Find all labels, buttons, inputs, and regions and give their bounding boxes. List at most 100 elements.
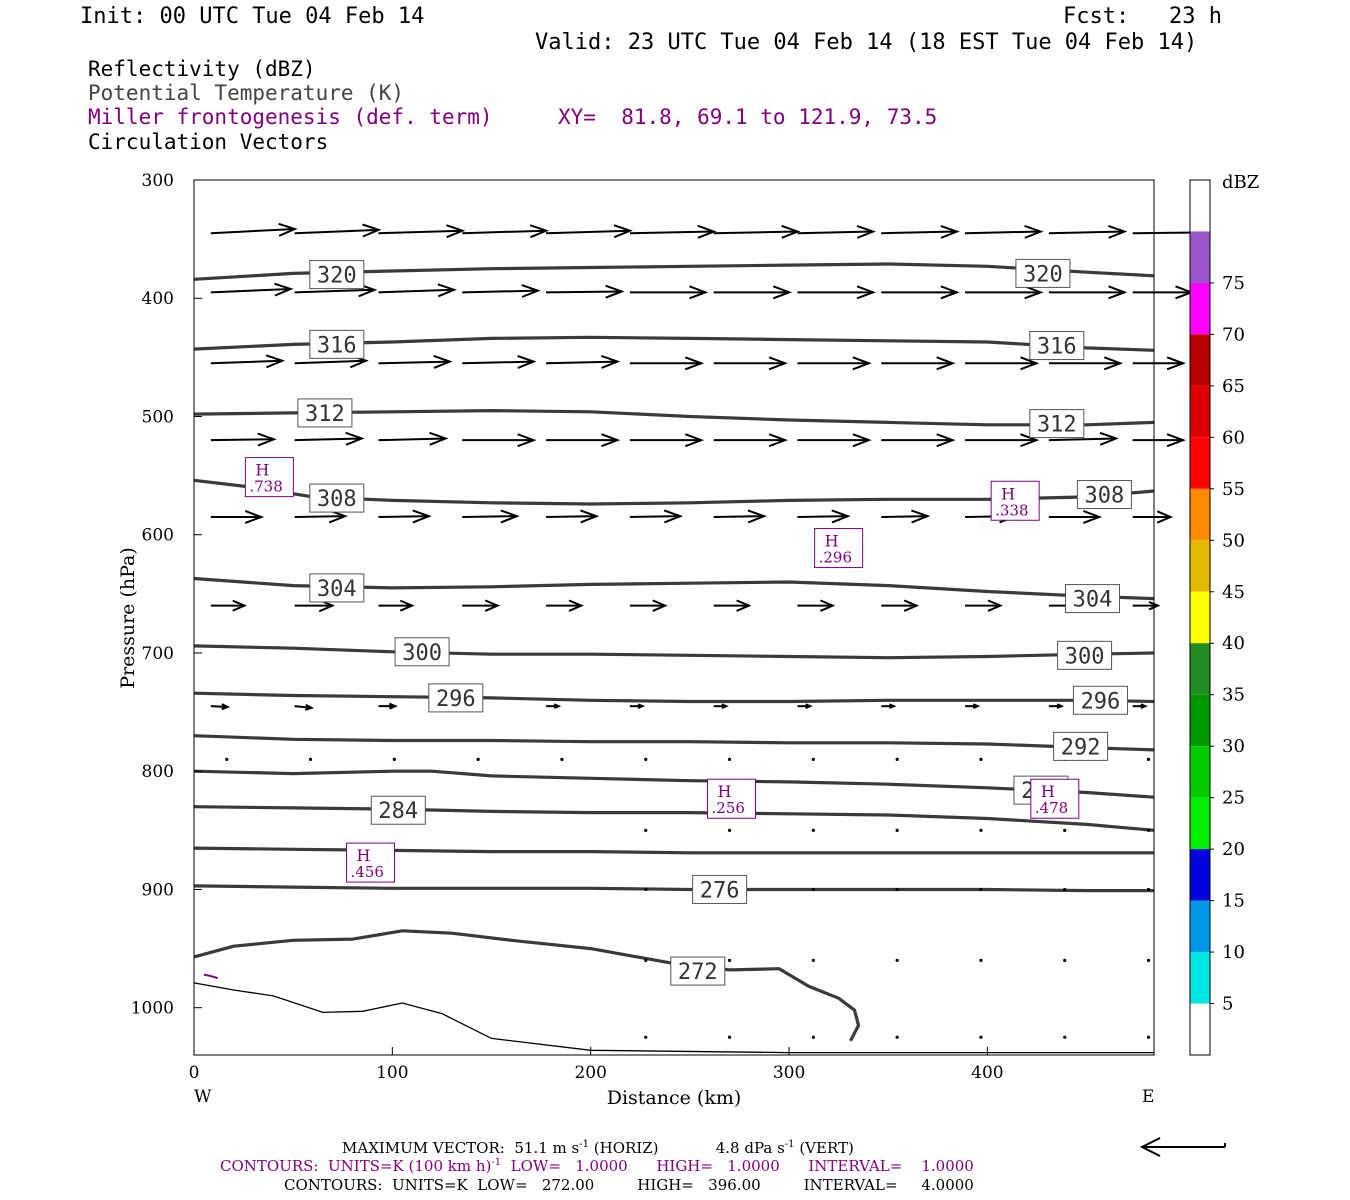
colorbar-segment — [1190, 385, 1210, 438]
vector-shaft — [210, 705, 228, 709]
contour-label-312: 312 — [305, 402, 345, 427]
vector-arrow — [294, 431, 365, 446]
vector-dot — [1063, 1035, 1067, 1039]
vector-arrow — [797, 356, 872, 371]
vector-arrow — [1048, 285, 1128, 300]
vector-head — [1148, 600, 1161, 611]
max-value: .478 — [1035, 799, 1068, 817]
vector-head — [637, 703, 646, 709]
vector-head — [345, 431, 365, 446]
y-tick-label: 900 — [142, 880, 174, 900]
vector-head — [1108, 285, 1128, 300]
vector-head — [437, 283, 457, 298]
colorbar-segment — [1190, 746, 1210, 798]
vector-dot — [979, 757, 983, 761]
vector-shaft — [378, 515, 429, 518]
vector-arrow — [881, 356, 956, 371]
max-label: H — [825, 532, 839, 551]
vector-arrow — [378, 283, 457, 298]
max-label: H — [718, 782, 732, 801]
vector-head — [1166, 356, 1186, 371]
theta-contour-280 — [193, 846, 1154, 855]
contour-label-304: 304 — [1073, 588, 1113, 613]
vector-head — [221, 703, 231, 711]
max-label: H — [255, 461, 269, 480]
vector-arrow — [797, 599, 836, 612]
vector-shaft — [1048, 230, 1125, 235]
theta-contour-296 — [193, 691, 1155, 704]
vector-head — [1020, 433, 1040, 448]
vector-shaft — [713, 515, 765, 518]
vector-arrow — [1048, 510, 1103, 524]
vector-head — [1108, 224, 1128, 239]
vector-head — [1166, 433, 1186, 448]
contours1-a: CONTOURS: UNITS=K (100 km h) — [220, 1157, 492, 1175]
vector-dot — [979, 958, 983, 963]
colorbar-segment — [1190, 952, 1210, 1004]
vector-arrow — [797, 224, 876, 239]
vector-dot — [895, 887, 899, 892]
vector-arrow — [713, 285, 793, 300]
vector-head — [445, 224, 466, 239]
vector-head — [820, 599, 836, 612]
horiz-exponent: -1 — [579, 1139, 589, 1150]
contour-label-320: 320 — [1023, 262, 1063, 287]
vector-shaft — [294, 437, 362, 442]
contour-label-272: 272 — [678, 960, 718, 985]
vector-dot — [476, 757, 480, 761]
vector-head — [856, 285, 876, 300]
frontogenesis-max: H.338 — [990, 480, 1040, 521]
vector-arrow — [965, 433, 1040, 448]
vector-arrow — [629, 224, 717, 239]
valid-time: Valid: 23 UTC Tue 04 Feb 14 (18 EST Tue … — [535, 30, 1198, 55]
colorbar-segment — [1190, 334, 1210, 386]
vector-dot — [644, 1035, 648, 1039]
vert-unit: (VERT) — [799, 1139, 854, 1157]
vector-shaft — [546, 360, 618, 365]
x-tick-label: 200 — [574, 1063, 606, 1083]
colorbar-label: 35 — [1222, 685, 1245, 706]
colorbar-label: 25 — [1222, 788, 1245, 809]
vector-arrow — [965, 599, 1003, 612]
vector-arrow — [881, 433, 956, 448]
y-tick-label: 300 — [142, 171, 174, 191]
x-tick-label: 400 — [971, 1063, 1003, 1083]
vector-dot — [1146, 1035, 1151, 1039]
vector-head — [936, 433, 956, 448]
vector-shaft — [294, 705, 312, 709]
vector-dot — [979, 828, 983, 832]
vector-dot — [560, 757, 564, 761]
vector-arrow — [210, 510, 265, 524]
theta-contour-288 — [193, 769, 1155, 799]
colorbar-segment — [1190, 180, 1210, 232]
colorbar-label: 65 — [1222, 376, 1245, 397]
vector-head — [601, 355, 621, 369]
vector-dot — [644, 958, 648, 963]
vector-shaft — [210, 287, 291, 294]
max-vector-horiz: 51.1 m s — [514, 1139, 580, 1157]
vector-dot — [979, 1035, 983, 1039]
contour-label-292: 292 — [1061, 735, 1101, 760]
max-label: H — [1041, 782, 1055, 801]
max-value: .338 — [995, 501, 1028, 519]
colorbar-segment — [1190, 1003, 1210, 1055]
max-value: .738 — [249, 478, 282, 496]
max-value: .296 — [819, 549, 852, 567]
vector-head — [601, 433, 621, 448]
vector-shaft — [629, 230, 714, 235]
y-tick-label: 500 — [142, 407, 174, 427]
vector-shaft — [378, 437, 446, 442]
vector-head — [689, 285, 709, 300]
vector-arrow — [1048, 356, 1124, 371]
vector-arrow — [378, 702, 398, 710]
vector-head — [517, 433, 537, 448]
vector-arrow — [546, 509, 600, 524]
vector-head — [1020, 356, 1040, 371]
vector-arrow — [210, 222, 298, 237]
vector-head — [1156, 510, 1174, 524]
reflectivity-title: Reflectivity (dBZ) — [88, 57, 316, 81]
forecast-hour: Fcst: 23 h — [1063, 4, 1222, 29]
vector-arrow — [713, 224, 801, 239]
vector-arrow — [797, 703, 813, 709]
